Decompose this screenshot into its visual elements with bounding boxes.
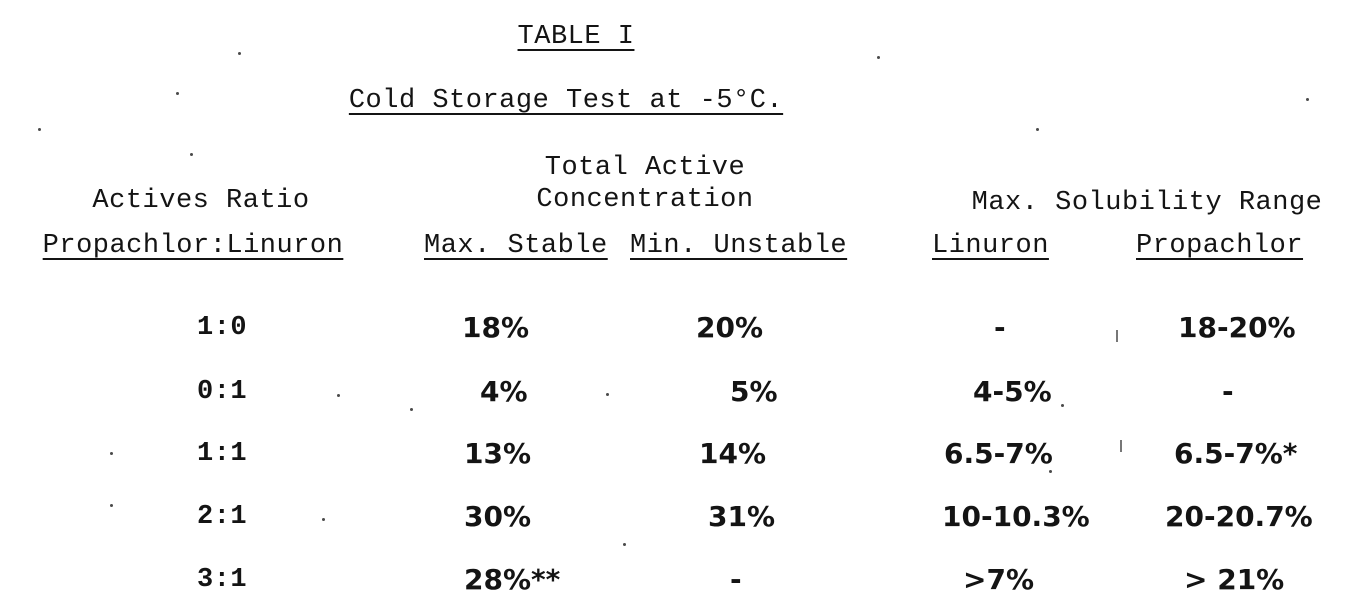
scan-speck [877,56,880,59]
row-5-linuron: >7% [963,563,1034,596]
row-3-propachlor: 6.5-7%* [1174,437,1298,470]
scan-speck [190,153,193,156]
row-3-min-unstable: 14% [699,437,767,470]
scan-speck [1036,128,1039,131]
scan-speck [1306,98,1309,101]
row-4-max-stable: 30% [464,500,532,533]
scan-speck [623,543,626,546]
scan-speck [176,92,179,95]
row-3-linuron: 6.5-7% [944,437,1053,470]
row-1-propachlor: 18-20% [1178,311,1296,344]
row-4-min-unstable: 31% [708,500,776,533]
row-2-propachlor: - [1222,375,1234,408]
header-max-stable: Max. Stable [424,231,608,261]
header-concentration: Concentration [536,185,754,215]
scan-speck [1061,404,1064,407]
row-5-propachlor: > 21% [1184,563,1285,596]
scan-mark [1116,330,1118,342]
scan-speck [1049,470,1052,473]
table-subtitle: Cold Storage Test at -5°C. [348,86,784,116]
header-propachlor: Propachlor [1136,231,1304,261]
row-2-min-unstable: 5% [730,375,778,408]
scan-speck [606,393,609,396]
scan-mark [1120,440,1122,452]
row-3-max-stable: 13% [464,437,532,470]
row-1-ratio: 1:0 [197,313,248,343]
scan-speck [337,394,340,397]
header-linuron: Linuron [932,231,1049,261]
row-5-min-unstable: - [730,563,742,596]
row-3-ratio: 1:1 [197,439,248,469]
header-total-active: Total Active [544,153,746,183]
row-1-linuron: - [994,311,1006,344]
scan-speck [410,408,413,411]
row-1-max-stable: 18% [462,311,530,344]
header-propachlor-linuron: Propachlor:Linuron [42,231,344,261]
header-min-unstable: Min. Unstable [630,231,848,261]
row-2-max-stable: 4% [480,375,528,408]
row-5-max-stable: 28%** [464,563,561,596]
row-2-ratio: 0:1 [197,377,248,407]
row-4-ratio: 2:1 [197,502,248,532]
scan-speck [110,504,113,507]
header-max-solubility-range: Max. Solubility Range [971,188,1323,218]
scan-speck [38,128,41,131]
row-4-linuron: 10-10.3% [942,500,1090,533]
row-2-linuron: 4-5% [973,375,1052,408]
header-actives-ratio: Actives Ratio [92,186,310,216]
table-title: TABLE I [517,22,635,52]
scan-speck [322,518,325,521]
row-4-propachlor: 20-20.7% [1165,500,1313,533]
row-1-min-unstable: 20% [696,311,764,344]
scan-speck [110,452,113,455]
row-5-ratio: 3:1 [197,565,248,595]
scan-speck [238,52,241,55]
